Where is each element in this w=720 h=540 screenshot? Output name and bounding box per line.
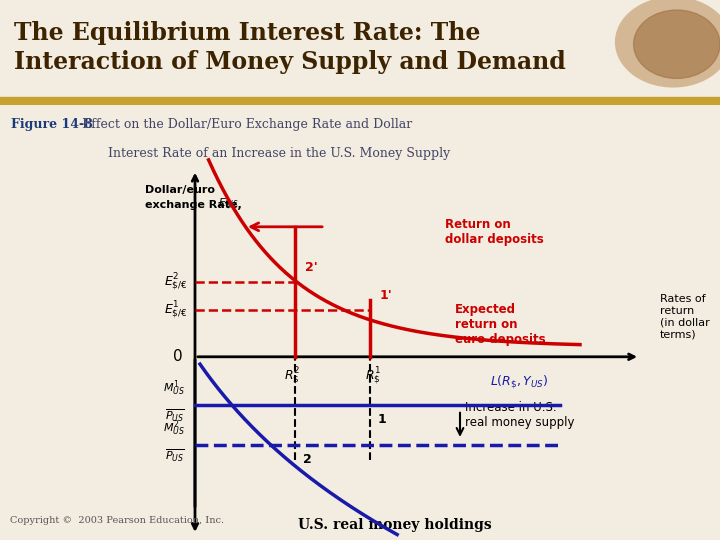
- Text: Copyright ©  2003 Pearson Education, Inc.: Copyright © 2003 Pearson Education, Inc.: [10, 516, 224, 525]
- Ellipse shape: [634, 10, 720, 78]
- Text: $\overline{P_{US}}$: $\overline{P_{US}}$: [166, 408, 185, 424]
- Text: exchange Rate,: exchange Rate,: [145, 200, 246, 210]
- Text: Interest Rate of an Increase in the U.S. Money Supply: Interest Rate of an Increase in the U.S.…: [108, 147, 450, 160]
- Text: Figure 14-8: Figure 14-8: [11, 118, 93, 131]
- Text: Increase in U.S.
real money supply: Increase in U.S. real money supply: [465, 401, 575, 429]
- Text: $M^2_{US}$: $M^2_{US}$: [163, 418, 185, 438]
- Text: : Effect on the Dollar/Euro Exchange Rate and Dollar: : Effect on the Dollar/Euro Exchange Rat…: [74, 118, 413, 131]
- Text: U.S. real money holdings: U.S. real money holdings: [298, 518, 492, 532]
- Text: $R^1_\$$: $R^1_\$$: [365, 365, 381, 387]
- Text: 2: 2: [303, 453, 312, 466]
- Text: 2': 2': [305, 261, 318, 274]
- Text: Rates of
return
(in dollar
terms): Rates of return (in dollar terms): [660, 294, 710, 339]
- Text: $E^2_{\$/€}$: $E^2_{\$/€}$: [163, 271, 187, 293]
- Text: $\overline{P_{US}}$: $\overline{P_{US}}$: [166, 448, 185, 464]
- Ellipse shape: [616, 0, 720, 87]
- Text: 0: 0: [174, 349, 183, 364]
- Text: $R^2_\$$: $R^2_\$$: [284, 365, 300, 387]
- Text: $M^1_{US}$: $M^1_{US}$: [163, 378, 185, 398]
- Text: 1': 1': [380, 289, 392, 302]
- Text: Return on
dollar deposits: Return on dollar deposits: [445, 218, 544, 246]
- Text: $E_{\$/€}$: $E_{\$/€}$: [218, 197, 239, 213]
- Text: Dollar/euro: Dollar/euro: [145, 185, 215, 195]
- Text: Expected
return on
euro deposits: Expected return on euro deposits: [455, 303, 546, 346]
- Text: The Equilibrium Interest Rate: The
Interaction of Money Supply and Demand: The Equilibrium Interest Rate: The Inter…: [14, 21, 566, 74]
- Bar: [0, 97, 720, 105]
- Text: $E^1_{\$/€}$: $E^1_{\$/€}$: [163, 299, 187, 321]
- Text: 1: 1: [378, 413, 387, 426]
- Text: $L(R_\$, Y_{US})$: $L(R_\$, Y_{US})$: [490, 373, 549, 390]
